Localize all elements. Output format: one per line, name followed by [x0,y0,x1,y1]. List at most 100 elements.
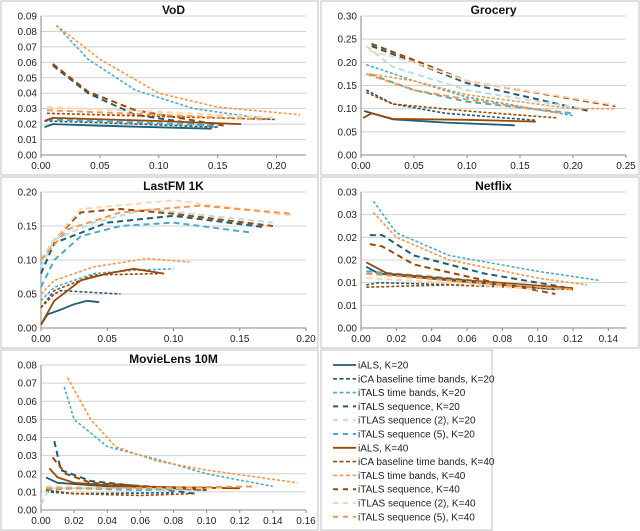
y-tick-label: 0.20 [18,188,38,199]
y-tick-label: 0.20 [338,58,358,69]
legend-border [320,349,493,531]
legend-item: iTALS sequence, K=20 [333,402,460,413]
x-tick-label: 0.14 [599,334,619,345]
x-tick-label: 0.12 [563,334,583,345]
y-tick-label: 0.03 [338,210,358,221]
series-line-8 [45,489,191,497]
y-tick-label: 0.25 [338,35,358,46]
series-line-2 [366,281,538,288]
x-tick-label: 0.05 [90,161,110,172]
legend-item: iALS, K=40 [333,443,409,454]
x-tick-label: 0.05 [98,334,118,345]
series-line-7 [362,112,536,123]
x-tick-label: 0.00 [31,334,51,345]
y-tick-label: 0.00 [338,324,358,335]
x-tick-label: 0.10 [197,516,217,527]
series-line-4 [369,234,565,289]
y-tick-label: 0.10 [18,256,38,267]
x-tick-label: 0.20 [563,161,583,172]
legend-item: iTLAS sequence (2), K=40 [333,499,476,510]
x-tick-label: 0.00 [31,161,51,172]
series-line-9 [66,377,298,484]
legend-item: iTALS sequence (5), K=40 [333,512,475,523]
chart-border [0,176,319,349]
chart-title: LastFM 1K [143,179,204,193]
chart-border [0,0,319,176]
x-tick-label: 0.25 [616,161,636,172]
series-line-2 [40,289,121,309]
x-tick-label: 0.10 [457,161,477,172]
series-line-7 [365,261,574,289]
series-line-7 [48,467,240,490]
x-tick-label: 0.10 [528,334,548,345]
legend-label: iCA baseline time bands, K=20 [358,374,495,385]
y-tick-label: 0.07 [18,42,38,53]
series-line-4 [53,440,196,495]
y-tick-label: 0.15 [338,81,358,92]
y-tick-label: 0.07 [18,379,38,390]
y-tick-label: 0.02 [338,256,358,267]
series-line-12 [46,485,257,490]
chart-lastfm-1k: 0.00 0.05 0.10 0.15 0.20 0.00 0.05 0.10 0.15 0.20… [0,176,319,349]
y-tick-label: 0.01 [338,301,358,312]
chart-movielens-10m: 0.00 0.01 0.02 0.03 0.04 0.05 0.06 0.07 0.08 0.00… [0,349,319,531]
x-tick-label: 0.10 [149,161,169,172]
series-line-4 [52,64,218,129]
series-line-11 [369,49,616,106]
x-tick-label: 0.10 [164,334,184,345]
series-line-9 [369,73,616,110]
series-line-3 [366,63,574,117]
series-line-4 [40,214,267,274]
chart-vod: 0.00 0.01 0.02 0.03 0.04 0.05 0.06 0.07 0.08 0.09… [0,0,319,176]
legend-label: iALS, K=40 [358,443,409,454]
y-tick-label: 0.00 [18,324,38,335]
x-tick-label: 0.12 [230,516,250,527]
x-tick-label: 0.02 [64,516,84,527]
x-tick-label: 0.00 [351,334,371,345]
series-line-2 [365,89,536,122]
series-line-7 [40,267,165,326]
series-line-6 [40,221,254,288]
series-line-10 [51,456,207,492]
chart-border [320,176,640,349]
series-line-10 [52,63,224,127]
series-line-11 [366,277,538,291]
y-tick-label: 0.00 [18,506,38,517]
x-tick-label: 0.06 [131,516,151,527]
legend-label: iTALS sequence (5), K=20 [358,430,475,441]
series-line-9 [40,257,190,295]
x-tick-label: 0.14 [263,516,283,527]
y-tick-label: 0.02 [18,469,38,480]
x-tick-label: 0.00 [351,161,371,172]
chart-border [0,349,319,531]
y-tick-label: 0.01 [18,487,38,498]
legend-item: iCA baseline time bands, K=40 [333,457,495,468]
y-tick-label: 0.10 [338,104,358,115]
legend-item: iTLAS sequence (2), K=20 [333,416,476,427]
legend-item: iTALS time bands, K=40 [333,471,466,482]
series-line-2 [44,120,218,128]
y-tick-label: 0.05 [18,415,38,426]
x-tick-label: 0.20 [267,161,287,172]
series-line-9 [372,211,588,286]
x-tick-label: 0.02 [387,334,407,345]
x-tick-label: 0.20 [296,334,316,345]
legend-item: iTALS sequence, K=40 [333,485,460,496]
series-line-11 [40,199,293,261]
x-tick-label: 0.04 [422,334,442,345]
series-line-8 [365,91,558,119]
y-tick-label: 0.04 [18,89,38,100]
series-line-12 [46,109,265,121]
series-line-6 [369,72,574,115]
y-tick-label: 0.01 [18,135,38,146]
series-line-3 [40,268,174,302]
y-tick-label: 0.08 [18,27,38,38]
chart-title: VoD [162,3,185,17]
y-tick-label: 0.09 [18,12,38,23]
legend-item: iTALS time bands, K=20 [333,388,466,399]
series-line-6 [46,118,218,127]
series-line-11 [46,106,277,119]
y-tick-label: 0.03 [18,104,38,115]
y-tick-label: 0.04 [18,433,38,444]
